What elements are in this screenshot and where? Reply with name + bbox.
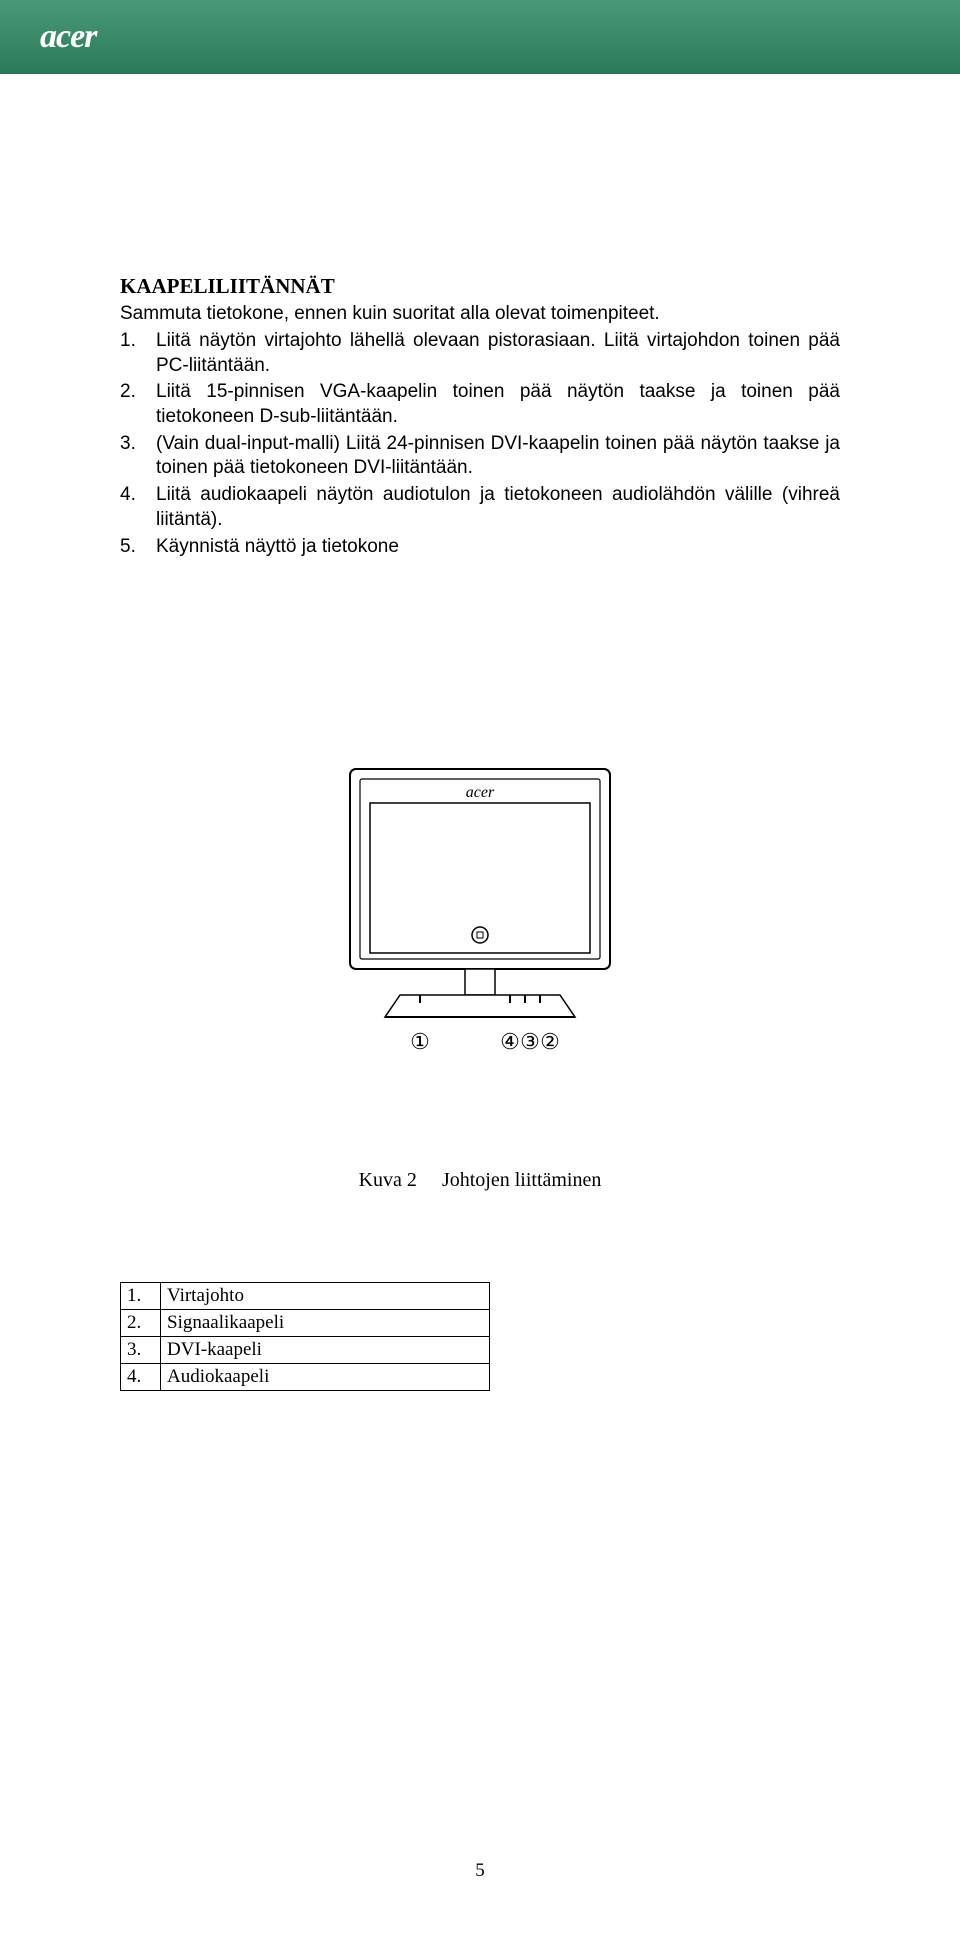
table-row: 1. Virtajohto: [121, 1283, 490, 1310]
step-item: Liitä näytön virtajohto lähellä olevaan …: [120, 329, 840, 378]
step-item: Käynnistä näyttö ja tietokone: [120, 535, 840, 560]
cell-num: 4.: [121, 1364, 161, 1391]
page-number: 5: [0, 1860, 960, 1882]
cell-label: Signaalikaapeli: [161, 1310, 490, 1337]
figure-caption: Kuva 2 Johtojen liittäminen: [359, 1169, 602, 1192]
cell-label: DVI-kaapeli: [161, 1337, 490, 1364]
legend-table-wrap: 1. Virtajohto 2. Signaalikaapeli 3. DVI-…: [120, 1282, 490, 1391]
intro-text: Sammuta tietokone, ennen kuin suoritat a…: [120, 303, 840, 325]
caption-label: Kuva 2: [359, 1169, 417, 1191]
step-item: Liitä audiokaapeli näytön audiotulon ja …: [120, 483, 840, 532]
svg-text:acer: acer: [466, 784, 495, 801]
header-band: acer: [0, 0, 960, 74]
cell-num: 1.: [121, 1283, 161, 1310]
cell-num: 2.: [121, 1310, 161, 1337]
step-list: Liitä näytön virtajohto lähellä olevaan …: [120, 329, 840, 559]
cell-label: Virtajohto: [161, 1283, 490, 1310]
cell-label: Audiokaapeli: [161, 1364, 490, 1391]
monitor-diagram: acer ① ④ ③ ②: [320, 759, 640, 1059]
step-item: Liitä 15-pinnisen VGA-kaapelin toinen pä…: [120, 380, 840, 429]
cell-num: 3.: [121, 1337, 161, 1364]
figure: acer ① ④ ③ ② Kuva 2 Johtojen liittäminen: [120, 759, 840, 1192]
svg-text:④: ④: [500, 1029, 520, 1054]
table-row: 2. Signaalikaapeli: [121, 1310, 490, 1337]
table-row: 3. DVI-kaapeli: [121, 1337, 490, 1364]
page-content: KAAPELILIITÄNNÄT Sammuta tietokone, enne…: [0, 74, 960, 1391]
caption-text: Johtojen liittäminen: [442, 1169, 601, 1191]
section-title: KAAPELILIITÄNNÄT: [120, 274, 840, 299]
svg-text:①: ①: [410, 1029, 430, 1054]
svg-text:③: ③: [520, 1029, 540, 1054]
step-item: (Vain dual-input-malli) Liitä 24-pinnise…: [120, 432, 840, 481]
svg-text:②: ②: [540, 1029, 560, 1054]
table-row: 4. Audiokaapeli: [121, 1364, 490, 1391]
brand-logo: acer: [40, 18, 96, 56]
legend-table: 1. Virtajohto 2. Signaalikaapeli 3. DVI-…: [120, 1282, 490, 1391]
